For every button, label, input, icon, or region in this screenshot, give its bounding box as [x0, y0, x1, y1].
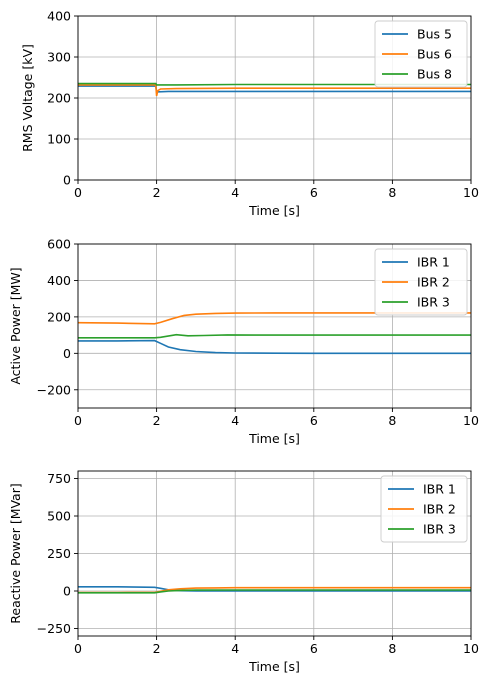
x-tick-label: 2	[153, 413, 161, 428]
series-line-3	[78, 589, 471, 594]
y-tick-label: 0	[63, 346, 71, 361]
legend-label: Bus 5	[417, 27, 452, 42]
x-axis-label: Time [s]	[248, 431, 300, 446]
legend-box	[380, 475, 468, 543]
x-axis-label: Time [s]	[248, 659, 300, 674]
x-tick-label: 8	[388, 413, 396, 428]
x-tick-label: 2	[153, 641, 161, 656]
y-axis-label: Active Power [MW]	[8, 267, 23, 384]
x-tick-label: 0	[74, 185, 82, 200]
series-line-2	[78, 312, 471, 325]
legend-label: Bus 6	[417, 47, 452, 62]
x-tick-label: 8	[388, 185, 396, 200]
legend-label: IBR 2	[417, 275, 450, 290]
legend-label: IBR 3	[423, 522, 456, 537]
legend: IBR 1 IBR 2 IBR 3	[374, 248, 468, 316]
x-tick-label: 4	[231, 413, 239, 428]
y-tick-label: −250	[37, 621, 71, 636]
legend: Bus 5 Bus 6 Bus 8	[374, 20, 468, 88]
y-tick-label: 250	[47, 546, 71, 561]
legend-label: Bus 8	[417, 67, 452, 82]
y-tick-label: 400	[47, 9, 71, 24]
x-tick-label: 10	[463, 413, 479, 428]
x-tick-label: 6	[310, 641, 318, 656]
legend-label: IBR 3	[417, 295, 450, 310]
x-tick-label: 6	[310, 413, 318, 428]
subplot-2: 0 2 4 6 8 10 −200 0 200 400 600 Time [s] Active Powe…	[8, 237, 479, 447]
series-line-2	[78, 84, 471, 97]
y-tick-label: 200	[47, 91, 71, 106]
x-tick-label: 0	[74, 413, 82, 428]
y-tick-label: 750	[47, 471, 71, 486]
y-tick-label: 0	[63, 173, 71, 188]
legend-label: IBR 1	[423, 482, 456, 497]
legend-box	[374, 248, 468, 316]
y-tick-label: 200	[47, 309, 71, 324]
y-tick-label: 0	[63, 584, 71, 599]
y-tick-label: 600	[47, 237, 71, 252]
y-tick-label: 100	[47, 132, 71, 147]
y-tick-label: 500	[47, 509, 71, 524]
x-tick-label: 4	[231, 641, 239, 656]
axes-frame	[77, 243, 472, 409]
legend-box	[374, 20, 468, 88]
legend-label: IBR 2	[423, 502, 456, 517]
x-axis-label: Time [s]	[248, 203, 300, 218]
legend: IBR 1 IBR 2 IBR 3	[380, 475, 468, 543]
legend-label: IBR 1	[417, 255, 450, 270]
x-tick-label: 10	[463, 641, 479, 656]
x-tick-label: 4	[231, 185, 239, 200]
x-tick-label: 2	[153, 185, 161, 200]
y-axis-label: Reactive Power [MVar]	[8, 483, 23, 623]
y-tick-label: −200	[37, 382, 71, 397]
y-axis-label: RMS Voltage [kV]	[20, 44, 35, 152]
x-tick-label: 10	[463, 185, 479, 200]
y-tick-label: 300	[47, 50, 71, 65]
y-tick-label: 400	[47, 273, 71, 288]
x-tick-label: 8	[388, 641, 396, 656]
x-tick-label: 0	[74, 641, 82, 656]
series-line-3	[78, 333, 471, 339]
series-line-1	[78, 339, 471, 355]
x-tick-label: 6	[310, 185, 318, 200]
